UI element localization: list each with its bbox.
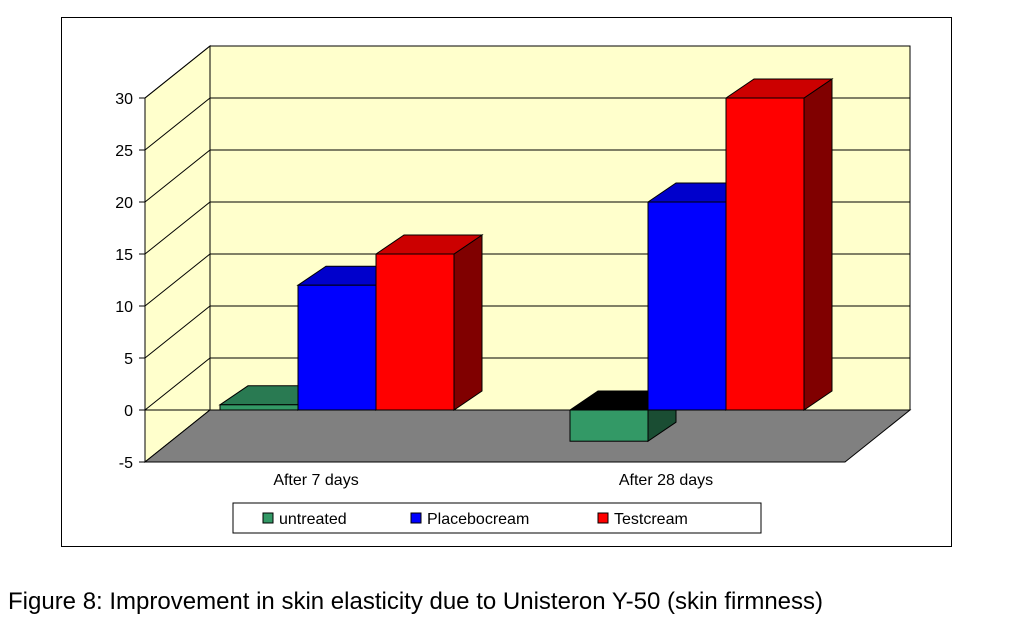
bar: [725, 97, 805, 411]
gridline: [144, 97, 910, 151]
bar-side: [453, 234, 483, 411]
y-tick-label: 30: [115, 91, 133, 108]
y-tick-label: 0: [124, 403, 133, 420]
y-tick-label: 15: [115, 247, 133, 264]
bar: [647, 201, 727, 411]
legend-label: untreated: [279, 511, 347, 528]
bar: [375, 253, 455, 411]
bar: [569, 409, 649, 442]
bar-side: [803, 78, 833, 411]
legend-swatch: [262, 512, 274, 524]
bar: [219, 404, 299, 411]
gridline: [144, 149, 910, 203]
y-tick-label: 25: [115, 143, 133, 160]
side-wall: [144, 44, 211, 464]
y-tick-label: 20: [115, 195, 133, 212]
floor: [143, 409, 912, 463]
y-tick-label: 10: [115, 299, 133, 316]
bar-chart: -5 0 5 10 15 20 25 30 After 7 days After 28 days u…: [115, 44, 912, 534]
legend-label: Testcream: [614, 511, 688, 528]
legend: [232, 502, 762, 534]
y-tick-label: 5: [124, 351, 133, 368]
x-tick-label: After 7 days: [273, 472, 358, 489]
y-tick-label: -5: [119, 455, 133, 472]
legend-swatch: [597, 512, 609, 524]
legend-swatch: [410, 512, 422, 524]
x-tick-label: After 28 days: [619, 472, 713, 489]
bar: [297, 284, 377, 411]
gridline: [144, 45, 910, 99]
figure-caption: Figure 8: Improvement in skin elasticity…: [8, 588, 824, 615]
legend-label: Placebocream: [427, 511, 529, 528]
